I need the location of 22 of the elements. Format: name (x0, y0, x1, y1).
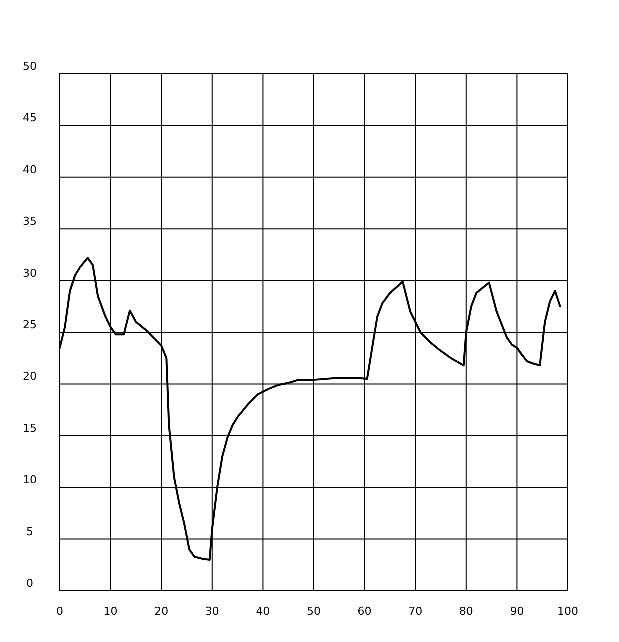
x-tick-label: 30 (205, 605, 220, 618)
x-tick-label: 60 (358, 605, 372, 618)
y-tick-label: 5 (26, 525, 34, 538)
y-tick-label: 40 (23, 163, 37, 176)
y-tick-label: 20 (23, 370, 37, 384)
x-tick-label: 100 (558, 605, 578, 618)
x-tick-label: 90 (510, 605, 524, 618)
y-tick-label: 45 (23, 112, 37, 125)
y-tick-label: 0 (26, 577, 34, 590)
y-tick-label: 15 (23, 422, 37, 435)
y-tick-label: 35 (23, 215, 37, 228)
y-tick-label: 30 (23, 266, 37, 280)
y-tick-label: 50 (23, 60, 37, 73)
y-tick-label: 10 (23, 474, 37, 487)
x-tick-label: 40 (256, 605, 270, 618)
y-tick-label: 25 (23, 318, 37, 332)
x-tick-label: 20 (154, 605, 169, 618)
x-tick-label: 0 (56, 605, 64, 618)
x-tick-label: 50 (307, 605, 321, 618)
x-tick-label: 70 (408, 605, 423, 618)
x-tick-label: 10 (104, 605, 118, 618)
x-tick-label: 80 (459, 605, 474, 618)
